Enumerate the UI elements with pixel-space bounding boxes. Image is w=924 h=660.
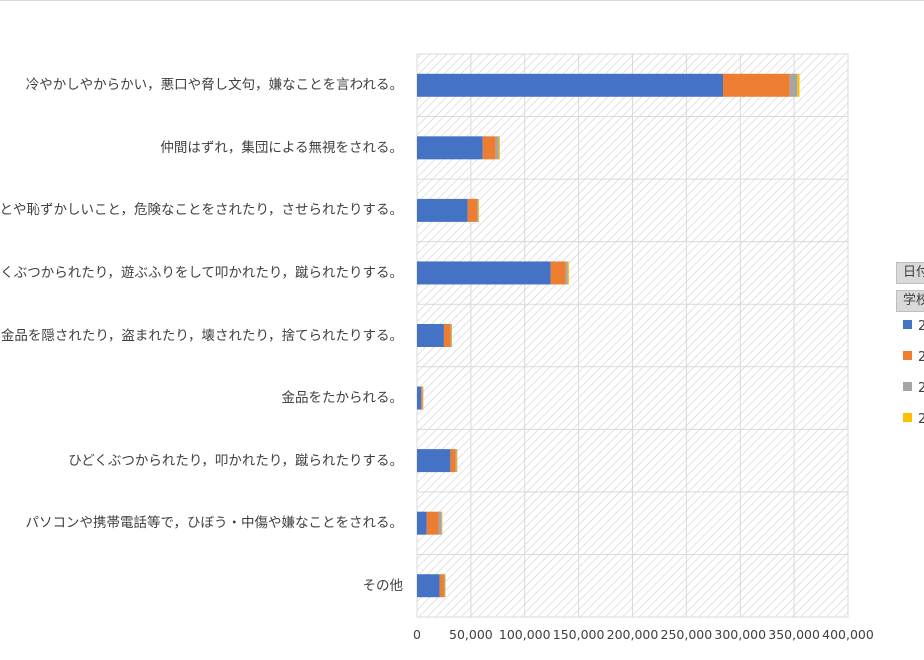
x-tick-label: 400,000	[822, 627, 874, 642]
bar-series-4-row-8	[441, 511, 443, 535]
x-tick-label: 0	[413, 627, 421, 642]
x-tick-label: 100,000	[498, 627, 551, 642]
category-label: 冷やかしやからかい，悪口や脅し文句，嫌なことを言われる。	[25, 77, 403, 94]
legend-header-date: 日付	[896, 262, 924, 284]
category-label: 嫌なことや恥ずかしいこと，危険なことをされたり，させられたりする。	[0, 202, 403, 219]
bar-series-1-row-5	[417, 324, 444, 347]
bar-series-1-row-3	[417, 198, 468, 222]
legend-item: 2	[903, 381, 924, 399]
bar-series-2-row-4	[550, 261, 566, 285]
bar-series-3-row-2	[495, 136, 499, 160]
bar-series-2-row-8	[426, 511, 439, 535]
bar-series-2-row-5	[443, 324, 451, 347]
legend-swatch	[903, 382, 912, 391]
legend-label: 2	[918, 319, 924, 334]
bar-series-4-row-7	[456, 449, 458, 473]
bar-series-1-row-2	[417, 136, 483, 160]
legend-item: 2	[903, 319, 924, 337]
category-label: 仲間はずれ，集団による無視をされる。	[160, 139, 403, 156]
bar-series-4-row-9	[445, 574, 446, 598]
bar-series-4-row-5	[451, 324, 453, 347]
bar-series-1-row-9	[417, 574, 440, 598]
category-label: 金品をたかられる。	[281, 390, 404, 407]
x-tick-label: 250,000	[660, 627, 713, 642]
x-tick-label: 150,000	[552, 627, 605, 642]
bar-series-2-row-6	[421, 386, 423, 410]
legend-item: 2	[903, 412, 924, 430]
bar-series-3-row-9	[443, 574, 446, 598]
bar-series-2-row-9	[439, 574, 444, 598]
bar-series-3-row-1	[789, 73, 798, 97]
x-tick-label: 200,000	[606, 627, 659, 642]
bar-series-3-row-5	[450, 324, 452, 347]
legend-label: 2	[918, 381, 924, 396]
bar-series-1-row-7	[417, 449, 451, 473]
bar-series-1-row-4	[417, 261, 551, 285]
bar-series-4-row-2	[498, 136, 500, 160]
x-tick-label: 350,000	[768, 627, 820, 642]
bars	[417, 73, 800, 598]
bar-series-3-row-6	[422, 386, 423, 410]
x-tick-label: 50,000	[449, 627, 493, 642]
bar-series-1-row-1	[417, 73, 724, 97]
category-label: パソコンや携帯電話等で，ひぼう・中傷や嫌なことをされる。	[25, 515, 403, 532]
bar-series-2-row-2	[482, 136, 496, 160]
category-label: 金品を隠されたり，盗まれたり，壊されたり，捨てられたりする。	[0, 327, 403, 344]
legend-swatch	[903, 351, 912, 360]
legend-label: 2	[918, 412, 924, 427]
category-label: 軽くぶつかられたり，遊ぶふりをして叩かれたり，蹴られたりする。	[0, 264, 403, 281]
x-tick-label: 300,000	[714, 627, 767, 642]
bar-series-2-row-1	[723, 73, 790, 97]
bar-series-2-row-7	[450, 449, 456, 473]
legend-swatch	[903, 320, 912, 329]
bar-series-4-row-4	[567, 261, 569, 285]
bar-series-2-row-3	[467, 198, 478, 222]
bar-series-4-row-1	[797, 73, 800, 97]
category-label: その他	[362, 577, 404, 594]
legend-label: 2	[918, 350, 924, 365]
bar-series-3-row-8	[438, 511, 442, 535]
legend-swatch	[903, 413, 912, 422]
bar-series-4-row-6	[422, 386, 424, 410]
legend-item: 2	[903, 350, 924, 368]
bar-series-3-row-7	[455, 449, 457, 473]
bar-series-1-row-6	[417, 386, 422, 410]
bar-series-3-row-4	[565, 261, 568, 285]
bar-series-3-row-3	[477, 198, 479, 222]
category-label: ひどくぶつかられたり，叩かれたり，蹴られたりする。	[68, 452, 403, 469]
bar-series-4-row-3	[478, 198, 479, 222]
legend-header-school: 学校	[896, 290, 924, 312]
bar-series-1-row-8	[417, 511, 427, 535]
